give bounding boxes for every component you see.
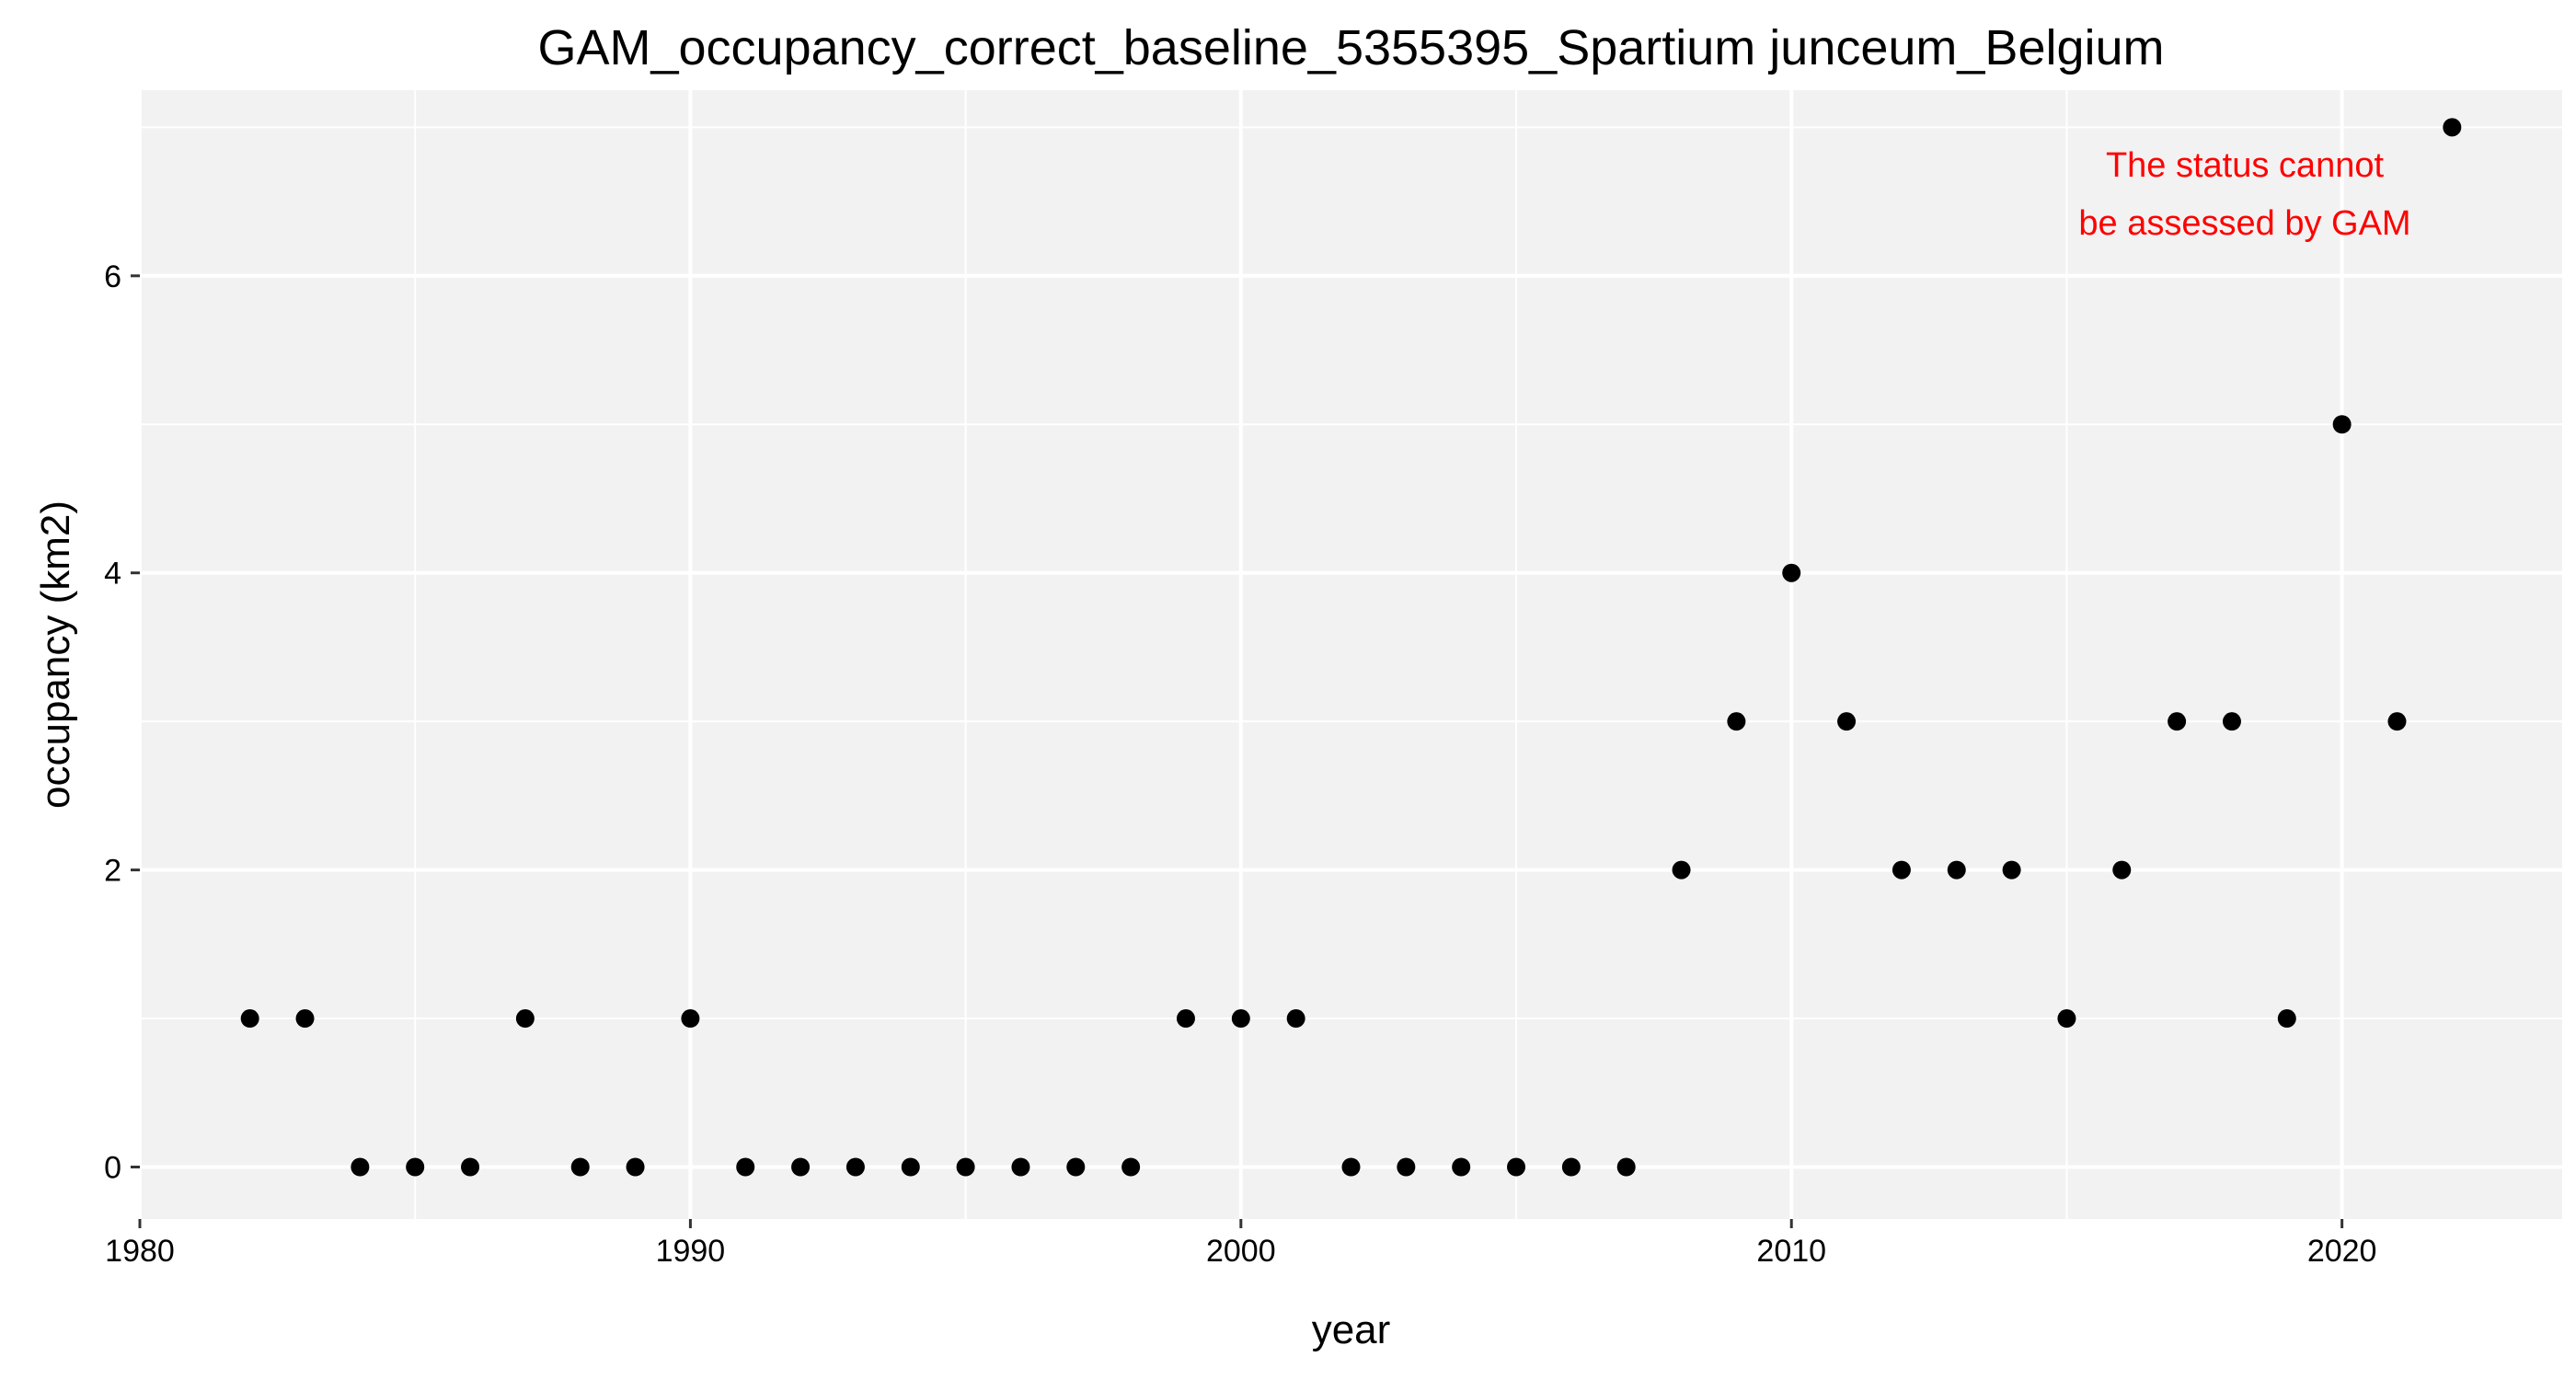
data-point	[2332, 415, 2352, 434]
data-point	[570, 1157, 590, 1177]
x-tick-label: 2020	[2307, 1234, 2377, 1269]
x-tick-label: 1980	[105, 1234, 175, 1269]
data-point	[1837, 712, 1857, 731]
data-point	[1176, 1009, 1195, 1029]
data-point	[406, 1157, 425, 1177]
chart-title: GAM_occupancy_correct_baseline_5355395_S…	[537, 20, 2164, 75]
data-point	[1672, 860, 1691, 880]
data-point	[1507, 1157, 1526, 1177]
data-point	[1341, 1157, 1361, 1177]
data-point	[240, 1009, 259, 1029]
data-point	[1782, 563, 1801, 582]
data-point	[681, 1009, 700, 1029]
x-tick-label: 1990	[656, 1234, 726, 1269]
data-point	[2277, 1009, 2296, 1029]
data-point	[1616, 1157, 1636, 1177]
data-point	[1947, 860, 1966, 880]
data-point	[2168, 712, 2187, 731]
data-point	[1727, 712, 1746, 731]
data-point	[2057, 1009, 2076, 1029]
x-tick-label: 2000	[1206, 1234, 1276, 1269]
y-axis-title: occupancy (km2)	[33, 500, 78, 809]
data-point	[2387, 712, 2407, 731]
y-tick-label: 0	[104, 1150, 121, 1185]
y-tick-label: 2	[104, 854, 121, 889]
data-point	[2443, 118, 2462, 137]
annotation-line-1: The status cannot	[2106, 146, 2385, 185]
data-point	[901, 1157, 920, 1177]
data-point	[2222, 712, 2241, 731]
data-point	[461, 1157, 480, 1177]
data-point	[736, 1157, 755, 1177]
data-point	[2002, 860, 2021, 880]
data-point	[1286, 1009, 1305, 1029]
data-point	[845, 1157, 865, 1177]
x-tick-label: 2010	[1756, 1234, 1826, 1269]
data-point	[791, 1157, 811, 1177]
data-point	[1066, 1157, 1086, 1177]
axes: 1980 1990 2000 2010 2020 0 2 4 6	[104, 259, 2376, 1269]
data-point	[956, 1157, 975, 1177]
y-tick-label: 4	[104, 557, 121, 592]
annotation: The status cannot be assessed by GAM	[2078, 146, 2410, 243]
data-point	[515, 1009, 535, 1029]
data-point	[1231, 1009, 1250, 1029]
annotation-line-2: be assessed by GAM	[2078, 204, 2410, 243]
data-points	[240, 118, 2462, 1177]
data-point	[351, 1157, 370, 1177]
data-point	[1452, 1157, 1471, 1177]
x-axis-title: year	[1312, 1307, 1391, 1352]
y-tick-label: 6	[104, 259, 121, 294]
data-point	[1011, 1157, 1030, 1177]
data-point	[1121, 1157, 1141, 1177]
data-point	[1397, 1157, 1416, 1177]
data-point	[2112, 860, 2132, 880]
data-point	[1892, 860, 1911, 880]
data-point	[295, 1009, 315, 1029]
plot-panel	[140, 90, 2562, 1219]
data-point	[626, 1157, 645, 1177]
data-point	[1561, 1157, 1581, 1177]
